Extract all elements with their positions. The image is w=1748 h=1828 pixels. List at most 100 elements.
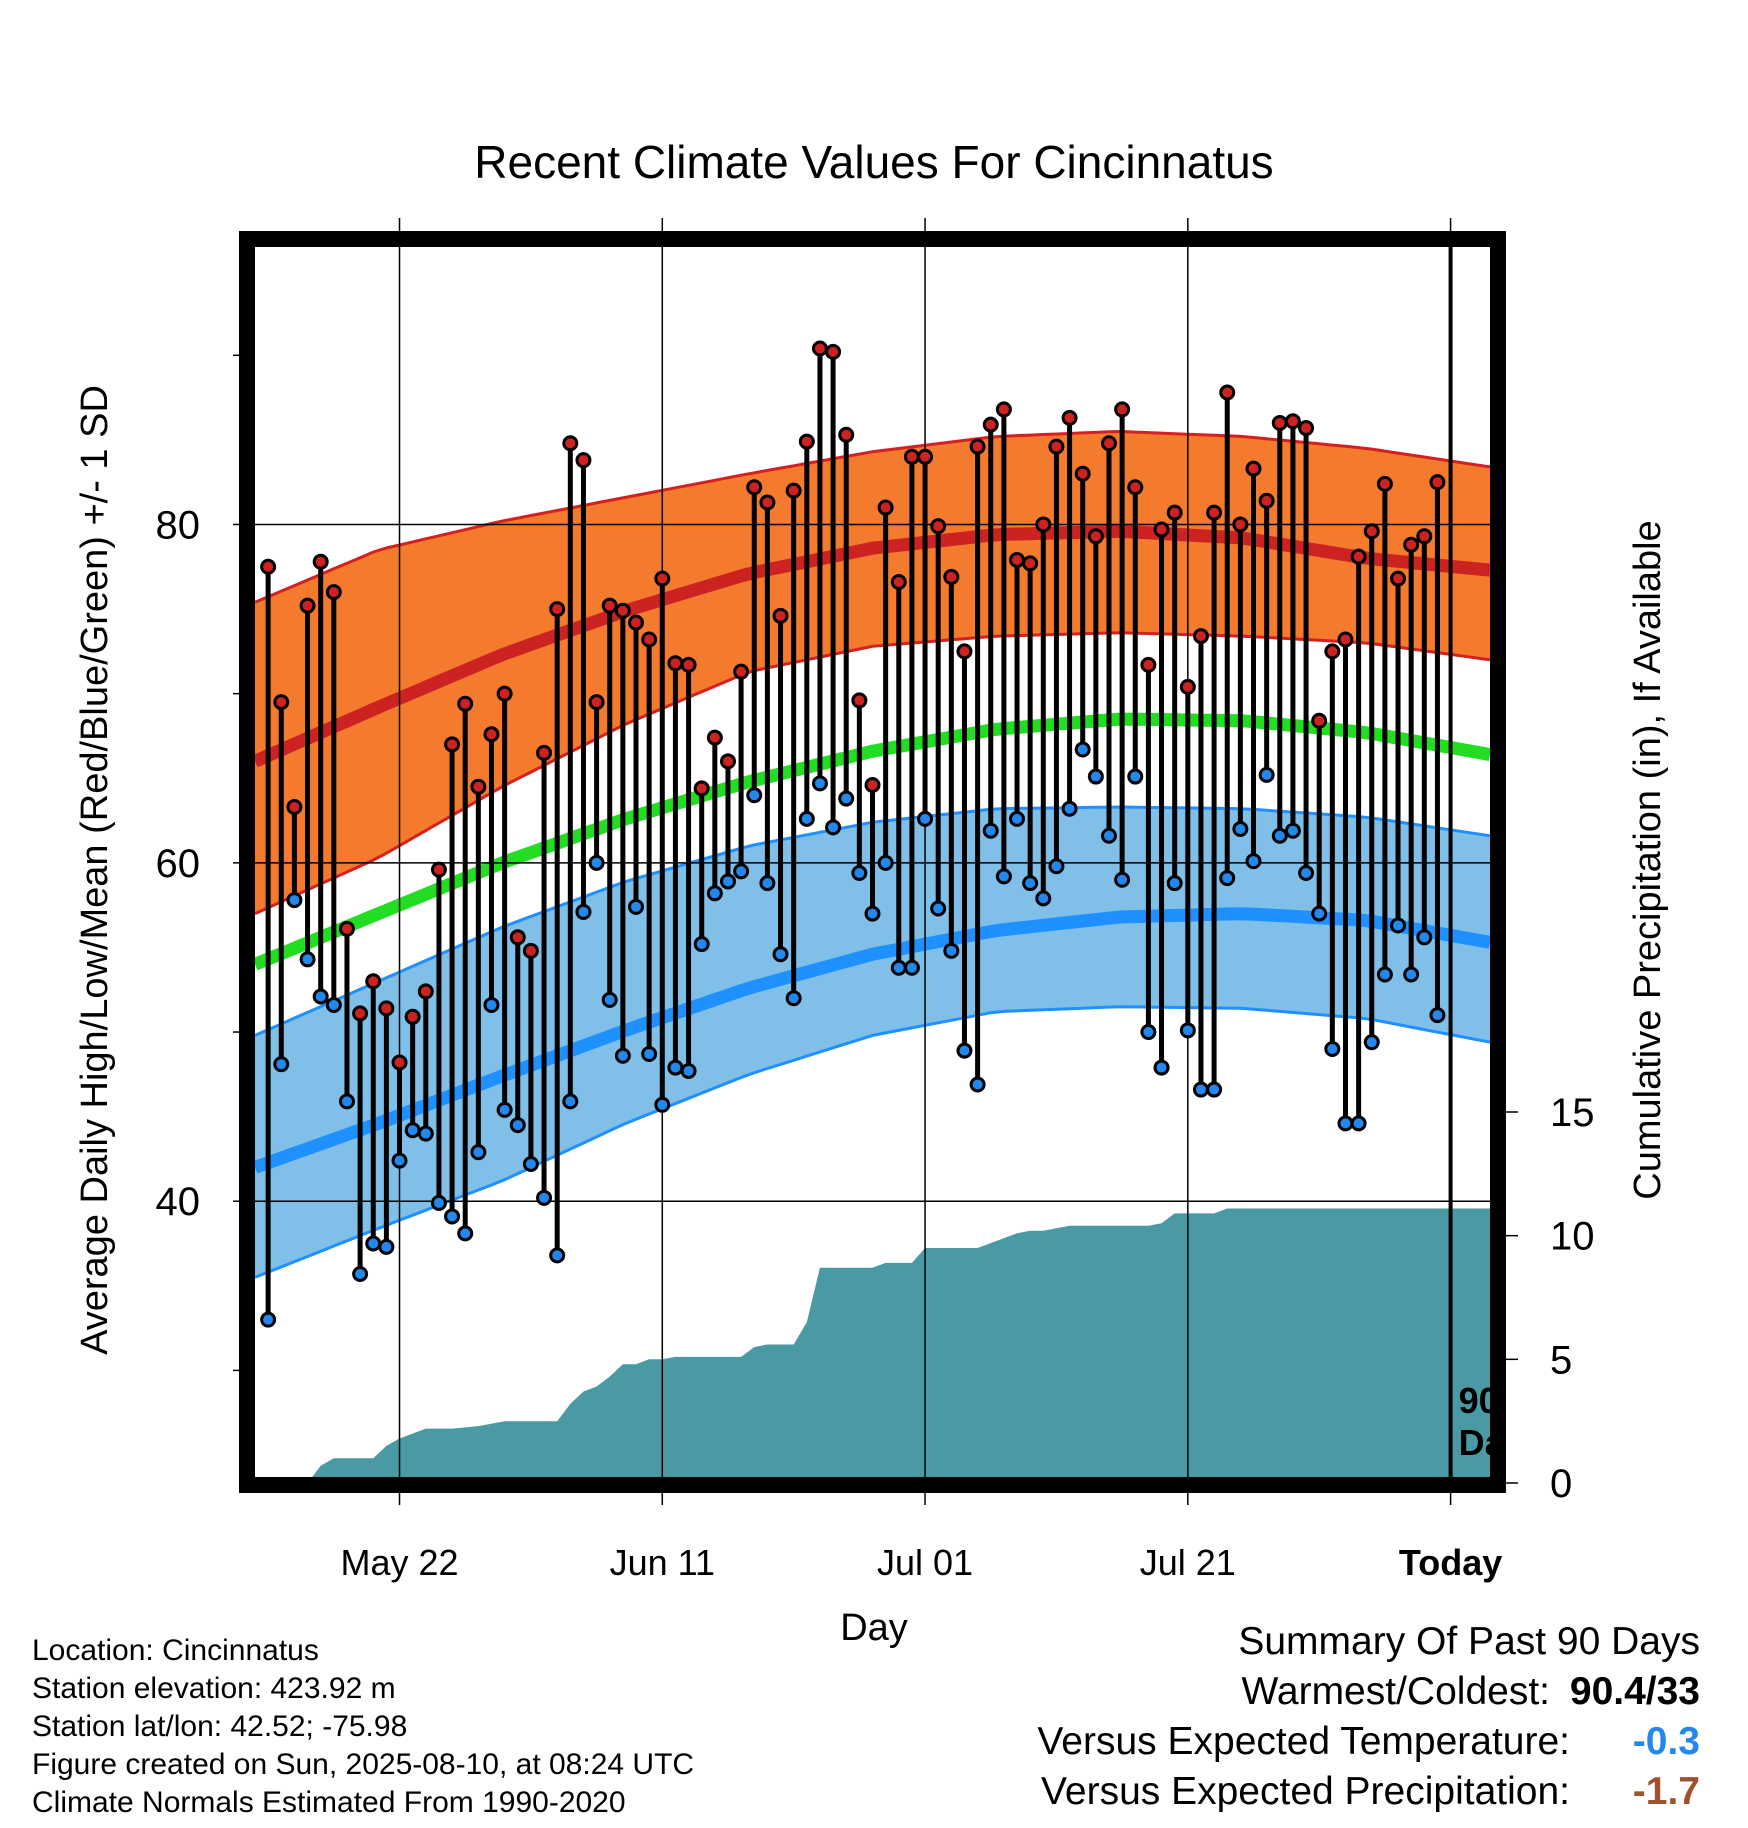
warm-cold-label: Warmest/Coldest: xyxy=(1241,1670,1550,1713)
daily-low-point xyxy=(404,1122,421,1139)
daily-low-point xyxy=(299,951,316,968)
daily-low-point xyxy=(798,810,815,827)
daily-low-point xyxy=(260,1311,277,1328)
daily-low-point xyxy=(417,1125,434,1142)
y2-tick-label: 0 xyxy=(1550,1462,1572,1506)
normal-mean-line xyxy=(255,712,1490,971)
daily-low-point xyxy=(1140,1024,1157,1041)
daily-low-point xyxy=(877,854,894,871)
daily-high-point xyxy=(654,570,671,587)
summary-heading: Summary Of Past 90 Days xyxy=(1238,1620,1700,1663)
daily-low-point xyxy=(746,787,763,804)
daily-high-point xyxy=(982,416,999,433)
daily-low-point xyxy=(890,959,907,976)
daily-high-point xyxy=(522,942,539,959)
daily-high-point xyxy=(1376,475,1393,492)
daily-high-point xyxy=(273,694,290,711)
daily-low-point xyxy=(312,988,329,1005)
daily-low-point xyxy=(562,1093,579,1110)
daily-high-point xyxy=(457,695,474,712)
daily-low-point xyxy=(1311,905,1328,922)
daily-low-point xyxy=(654,1096,671,1113)
daily-high-point xyxy=(325,584,342,601)
daily-high-point xyxy=(864,777,881,794)
daily-low-point xyxy=(930,900,947,917)
daily-low-point xyxy=(1035,890,1052,907)
precip-label: Versus Expected Precipitation: xyxy=(1041,1770,1570,1813)
precipitation-area xyxy=(312,1208,1490,1477)
daily-low-point xyxy=(1074,741,1091,758)
daily-high-point xyxy=(404,1008,421,1025)
daily-low-point xyxy=(1219,870,1236,887)
daily-low-point xyxy=(772,946,789,963)
daily-high-point xyxy=(417,983,434,1000)
daily-low-point xyxy=(391,1152,408,1169)
daily-high-point xyxy=(470,778,487,795)
x-tick-label: Jul 01 xyxy=(877,1542,973,1583)
daily-high-point xyxy=(1324,643,1341,660)
daily-low-point xyxy=(352,1265,369,1282)
daily-high-point xyxy=(1140,656,1157,673)
daily-high-point xyxy=(483,726,500,743)
daily-high-point xyxy=(1035,516,1052,533)
summary-panel: Summary Of Past 90 Days Warmest/Coldest:… xyxy=(900,1620,1700,1820)
y-tick-label: 40 xyxy=(156,1180,201,1224)
daily-high-point xyxy=(1298,420,1315,437)
daily-high-point xyxy=(378,1000,395,1017)
daily-high-point xyxy=(299,597,316,614)
daily-low-point xyxy=(338,1093,355,1110)
daily-low-point xyxy=(430,1194,447,1211)
daily-low-point xyxy=(864,905,881,922)
daily-high-point xyxy=(811,340,828,357)
daily-low-point xyxy=(851,864,868,881)
daily-high-point xyxy=(641,631,658,648)
daily-high-point xyxy=(1416,528,1433,545)
daily-high-point xyxy=(1271,414,1288,431)
y2-axis-label: Cumulative Precipitation (in), If Availa… xyxy=(1627,520,1669,1199)
chart-title: Recent Climate Values For Cincinnatus xyxy=(474,136,1273,188)
daily-low-point xyxy=(1363,1034,1380,1051)
y2-tick-label: 15 xyxy=(1550,1091,1595,1135)
daily-high-point xyxy=(917,448,934,465)
daily-low-point xyxy=(1022,875,1039,892)
daily-high-point xyxy=(1127,479,1144,496)
today-marker-line: Days xyxy=(1459,1422,1545,1463)
daily-high-point xyxy=(1284,413,1301,430)
daily-low-point xyxy=(759,875,776,892)
daily-high-point xyxy=(1403,536,1420,553)
today-marker-label: 90 Days xyxy=(1459,1380,1545,1463)
daily-low-point xyxy=(1337,1115,1354,1132)
daily-high-point xyxy=(838,426,855,443)
daily-low-point xyxy=(667,1059,684,1076)
daily-high-point xyxy=(956,643,973,660)
daily-high-point xyxy=(352,1005,369,1022)
latlon-text: Station lat/lon: 42.52; -75.98 xyxy=(32,1710,408,1743)
y-axis-label: Average Daily High/Low/Mean (Red/Blue/Gr… xyxy=(74,385,116,1355)
daily-low-point xyxy=(680,1062,697,1079)
daily-low-point xyxy=(1048,858,1065,875)
daily-high-point xyxy=(930,518,947,535)
daily-low-point xyxy=(1298,864,1315,881)
daily-low-point xyxy=(601,991,618,1008)
daily-low-point xyxy=(1127,768,1144,785)
daily-high-point xyxy=(785,482,802,499)
daily-low-point xyxy=(733,863,750,880)
daily-high-point xyxy=(1192,628,1209,645)
daily-high-point xyxy=(798,433,815,450)
daily-low-point xyxy=(811,775,828,792)
daily-low-point xyxy=(628,898,645,915)
y2-tick-label: 10 xyxy=(1550,1215,1595,1259)
daily-low-point xyxy=(1153,1059,1170,1076)
daily-low-point xyxy=(917,810,934,827)
daily-low-point xyxy=(1061,800,1078,817)
daily-high-point xyxy=(693,780,710,797)
high-sd-band-upper-edge xyxy=(255,429,1490,604)
daily-low-point xyxy=(286,892,303,909)
daily-high-point xyxy=(759,494,776,511)
daily-low-point xyxy=(522,1156,539,1173)
daily-high-point xyxy=(562,435,579,452)
daily-low-point xyxy=(444,1208,461,1225)
daily-high-point xyxy=(1429,474,1446,491)
daily-high-point xyxy=(549,601,566,618)
